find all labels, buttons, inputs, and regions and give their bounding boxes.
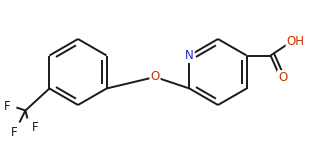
Text: O: O [278,71,287,84]
Text: F: F [32,121,39,134]
Text: OH: OH [287,35,305,48]
Text: F: F [11,126,18,139]
Text: N: N [185,49,194,62]
Text: F: F [4,100,11,113]
Text: O: O [150,70,160,84]
